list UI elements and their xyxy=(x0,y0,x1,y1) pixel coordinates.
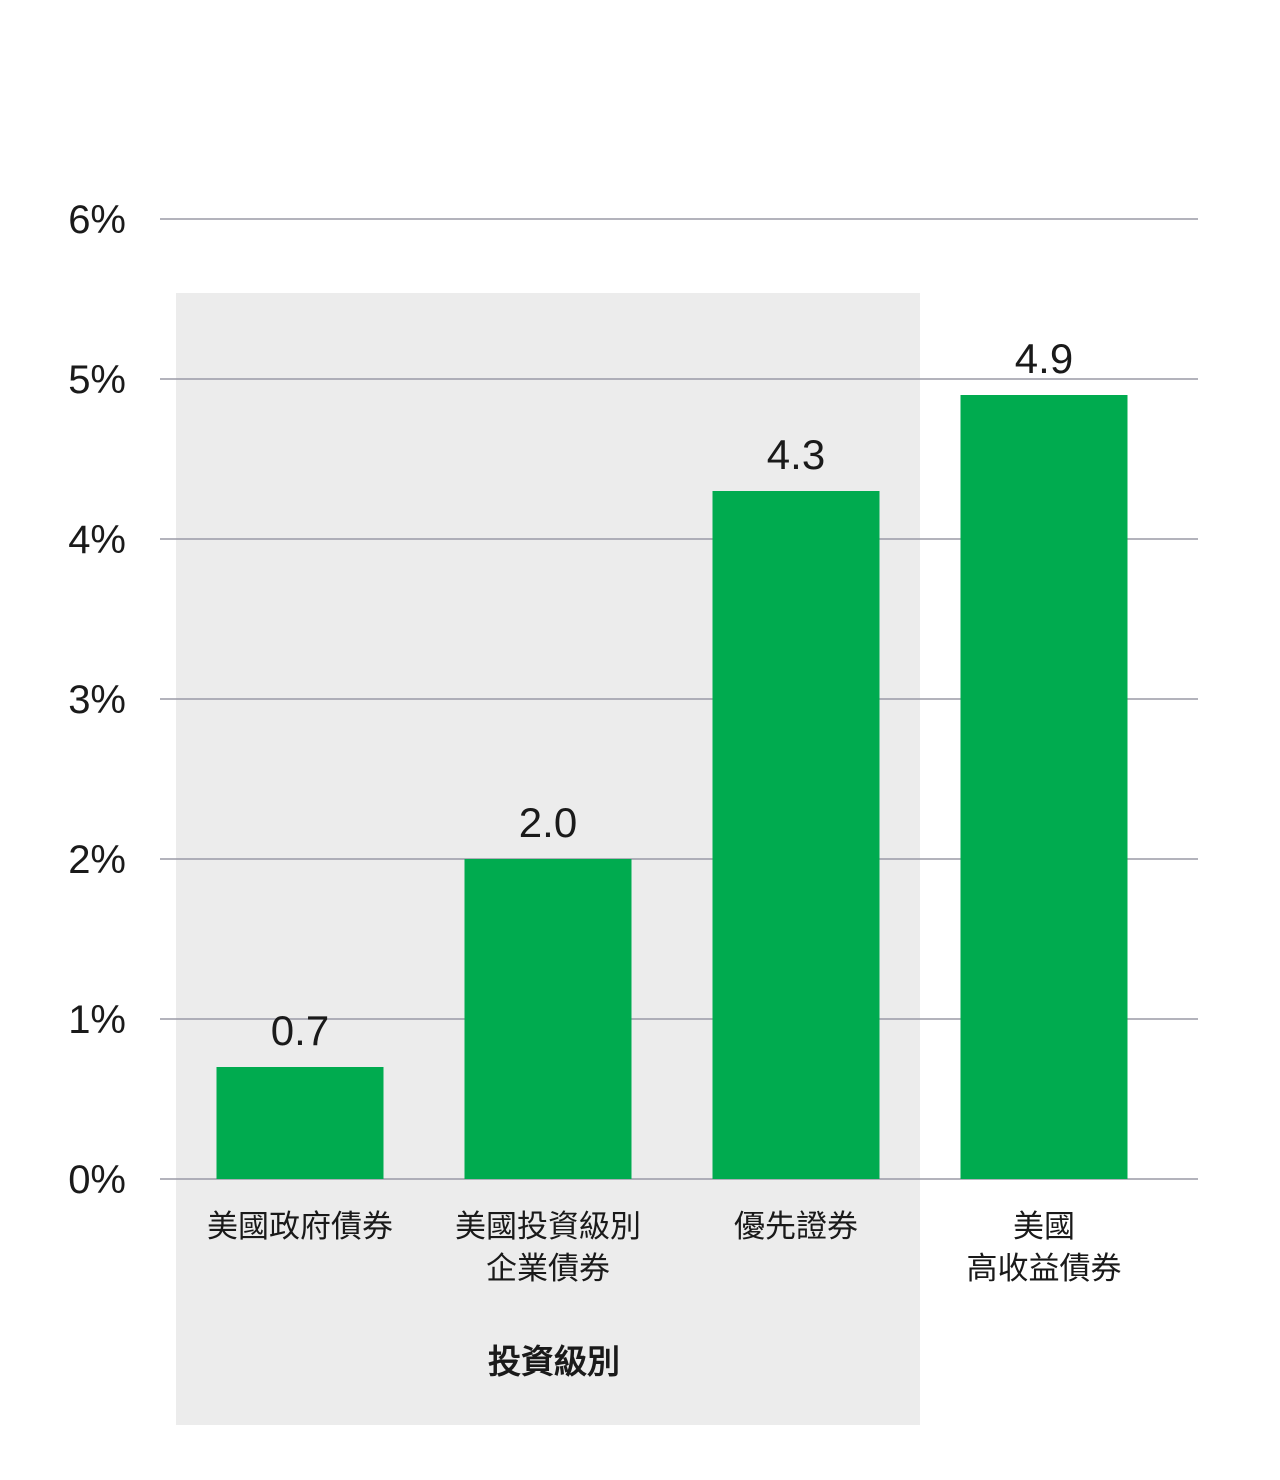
y-tick-label-0: 0% xyxy=(68,1158,126,1202)
value-label-2: 4.3 xyxy=(767,431,825,478)
bar-3 xyxy=(960,395,1128,1179)
bar-1 xyxy=(464,859,632,1179)
value-label-3: 4.9 xyxy=(1015,335,1073,382)
y-tick-label-5: 5% xyxy=(68,358,126,402)
y-tick-label-1: 1% xyxy=(68,998,126,1042)
value-label-1: 2.0 xyxy=(519,799,577,846)
y-tick-label-2: 2% xyxy=(68,838,126,882)
category-label-0-line-0: 美國政府債券 xyxy=(207,1209,393,1245)
category-label-2-line-0: 優先證券 xyxy=(734,1209,858,1245)
category-label-1-line-1: 企業債券 xyxy=(486,1251,610,1287)
bar-2 xyxy=(712,491,880,1179)
y-tick-label-3: 3% xyxy=(68,678,126,722)
category-label-3-line-1: 高收益債券 xyxy=(967,1251,1122,1287)
y-tick-label-4: 4% xyxy=(68,518,126,562)
category-label-3-line-0: 美國 xyxy=(1013,1209,1075,1245)
y-tick-label-6: 6% xyxy=(68,198,126,242)
category-label-1-line-0: 美國投資級別 xyxy=(455,1209,641,1245)
group-label-investment-grade: 投資級別 xyxy=(488,1342,620,1381)
value-label-0: 0.7 xyxy=(271,1007,329,1054)
bar-0 xyxy=(216,1067,384,1179)
